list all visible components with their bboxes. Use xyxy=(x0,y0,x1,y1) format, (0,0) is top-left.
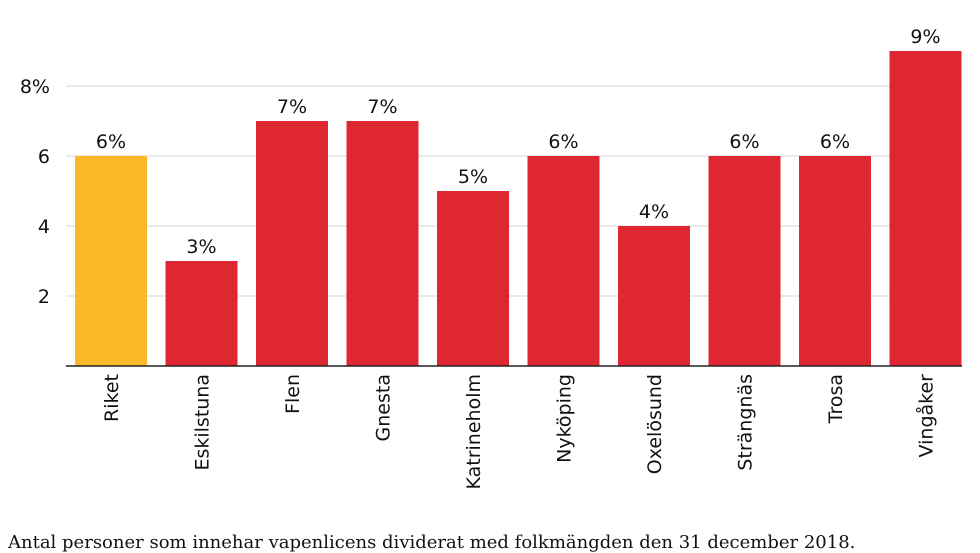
data-labels: 6% 3% 7% 7% 5% 6% 4% 6% 6% 9% xyxy=(96,26,941,258)
x-tick-label: Flen xyxy=(282,374,304,414)
y-tick-label: 6 xyxy=(38,146,50,168)
y-tick-label: 2 xyxy=(38,286,50,308)
x-tick-label: Oxelösund xyxy=(644,374,666,474)
y-tick-label: 8% xyxy=(20,76,50,98)
bar-strängnäs xyxy=(708,156,781,366)
data-label: 5% xyxy=(458,166,488,188)
x-tick-label: Strängnäs xyxy=(735,374,757,471)
x-tick-label: Eskilstuna xyxy=(192,374,214,471)
data-label: 4% xyxy=(639,201,669,223)
data-label: 7% xyxy=(367,96,397,118)
bar-eskilstuna xyxy=(165,261,238,366)
data-label: 6% xyxy=(729,131,759,153)
data-label: 6% xyxy=(548,131,578,153)
y-tick-label: 4 xyxy=(38,216,50,238)
bar-chart: 6% 3% 7% 7% 5% 6% 4% 6% 6% 9% 2 4 6 8% Riket Eskilstu… xyxy=(20,26,962,490)
bar-katrineholm xyxy=(437,191,509,366)
x-tick-label: Gnesta xyxy=(373,374,395,441)
x-axis-ticks: Riket Eskilstuna Flen Gnesta Katrineholm Nykö… xyxy=(101,374,938,490)
bar-vingåker xyxy=(889,51,962,366)
x-tick-label: Riket xyxy=(101,374,123,422)
bar-trosa xyxy=(799,156,871,366)
x-tick-label: Vingåker xyxy=(915,374,938,458)
data-label: 9% xyxy=(910,26,940,48)
data-label: 7% xyxy=(277,96,307,118)
data-label: 6% xyxy=(96,131,126,153)
bar-gnesta xyxy=(346,121,419,366)
bar-oxelösund xyxy=(618,226,690,366)
bar-flen xyxy=(256,121,328,366)
data-label: 6% xyxy=(820,131,850,153)
bars xyxy=(75,51,962,366)
bar-nyköping xyxy=(527,156,600,366)
bar-riket xyxy=(75,156,147,366)
x-tick-label: Nyköping xyxy=(554,374,576,463)
x-tick-label: Katrineholm xyxy=(463,374,485,490)
x-tick-label: Trosa xyxy=(825,374,847,424)
data-label: 3% xyxy=(186,236,216,258)
y-axis-ticks: 2 4 6 8% xyxy=(20,76,50,308)
chart-caption: Antal personer som innehar vapenlicens d… xyxy=(8,532,856,553)
